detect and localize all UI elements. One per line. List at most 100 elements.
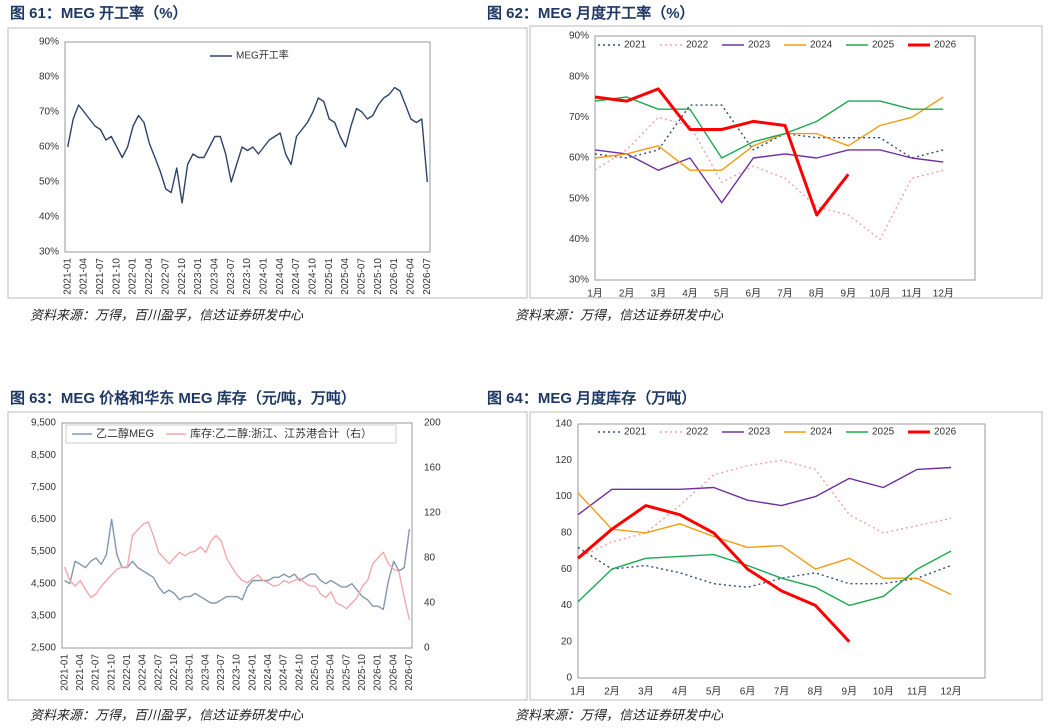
legend-label: 2021 <box>624 40 647 51</box>
x-tick-label: 2021-07 <box>95 258 106 295</box>
legend-label: 2022 <box>686 40 709 51</box>
series-line <box>577 550 952 607</box>
y-tick-label: 90% <box>569 31 589 42</box>
y-tick-label: 6,500 <box>31 514 56 525</box>
legend-label: 2026 <box>934 427 957 438</box>
panel <box>529 25 1043 299</box>
legend-label: MEG开工率 <box>236 49 289 62</box>
x-tick-label: 2025-07 <box>357 258 368 295</box>
x-tick-label: 8月 <box>809 288 825 300</box>
x-tick-label: 2022-01 <box>122 654 133 691</box>
x-tick-label: 2022-10 <box>177 258 188 295</box>
x-tick-label: 2023-10 <box>242 258 253 295</box>
x-tick-label: 2021-04 <box>75 654 86 691</box>
series-line <box>577 546 952 588</box>
y-tick-label: 80% <box>569 71 589 82</box>
series-line <box>594 87 850 217</box>
x-tick-label: 4月 <box>672 686 688 698</box>
x-tick-label: 11月 <box>901 288 921 300</box>
x-tick-label: 12月 <box>933 288 954 300</box>
chart-title: 图 64：MEG 月度库存（万吨） <box>487 389 696 407</box>
x-tick-label: 2023-01 <box>193 258 204 295</box>
x-tick-label: 2022-04 <box>144 258 155 295</box>
y-tick-label: 80% <box>39 72 59 83</box>
x-tick-label: 2月 <box>604 686 620 698</box>
y-tick-label: 4,500 <box>31 578 56 589</box>
x-tick-label: 1月 <box>570 686 586 698</box>
x-tick-label: 5月 <box>714 288 730 300</box>
y2-tick-label: 40 <box>424 598 436 609</box>
series-line <box>67 86 428 204</box>
legend-label: 2021 <box>624 427 647 438</box>
x-tick-label: 3月 <box>651 288 667 300</box>
x-tick-label: 2025-04 <box>326 654 337 691</box>
y-tick-label: 60% <box>569 153 589 164</box>
x-tick-label: 2021-10 <box>111 258 122 295</box>
legend-label: 库存:乙二醇:浙江、江苏港合计（右） <box>190 426 372 440</box>
y-tick-label: 140 <box>555 419 572 430</box>
x-tick-label: 2024-01 <box>247 654 258 691</box>
y-tick-label: 70% <box>569 112 589 123</box>
x-tick-label: 2025-10 <box>373 258 384 295</box>
y-tick-label: 0 <box>566 673 572 684</box>
x-tick-label: 2025-01 <box>310 654 321 691</box>
x-tick-label: 2026-04 <box>406 258 417 295</box>
x-tick-label: 2025-01 <box>324 258 335 295</box>
plot-area <box>61 422 413 649</box>
x-tick-label: 2022-07 <box>153 654 164 691</box>
source-note: 资料来源：万得，百川盈孚，信达证券研发中心 <box>30 707 304 722</box>
y-tick-label: 20 <box>561 636 573 647</box>
y-tick-label: 30% <box>39 247 59 258</box>
x-tick-label: 1月 <box>587 288 603 300</box>
chart-title: 图 63：MEG 价格和华东 MEG 库存（元/吨，万吨） <box>10 389 356 407</box>
x-tick-label: 7月 <box>774 686 790 698</box>
source-note: 资料来源：万得，百川盈孚，信达证券研发中心 <box>30 307 304 322</box>
x-tick-label: 2022-07 <box>160 258 171 295</box>
x-tick-label: 2026-04 <box>388 654 399 691</box>
series-line <box>594 96 944 171</box>
y-tick-label: 50% <box>569 193 589 204</box>
x-tick-label: 2025-10 <box>357 654 368 691</box>
x-tick-label: 2023-04 <box>209 258 220 295</box>
y-tick-label: 80 <box>561 527 573 538</box>
x-tick-label: 2025-07 <box>341 654 352 691</box>
x-tick-label: 11月 <box>907 686 927 698</box>
x-tick-label: 9月 <box>841 288 857 300</box>
y2-tick-label: 0 <box>424 643 430 654</box>
x-tick-label: 12月 <box>941 686 962 698</box>
x-tick-label: 2021-10 <box>106 654 117 691</box>
x-tick-label: 2021-01 <box>62 258 73 295</box>
plot-area <box>64 41 431 253</box>
x-tick-label: 10月 <box>869 288 890 300</box>
series-line <box>577 504 851 643</box>
source-note: 资料来源：万得，信达证券研发中心 <box>515 707 724 722</box>
panel <box>7 411 528 701</box>
x-tick-label: 2024-01 <box>258 258 269 295</box>
legend-label: 2025 <box>872 40 895 51</box>
x-tick-label: 2026-01 <box>373 654 384 691</box>
x-tick-label: 7月 <box>777 288 793 300</box>
x-tick-label: 2023-04 <box>200 654 211 691</box>
legend-label: 2022 <box>686 427 709 438</box>
plot-area <box>594 35 976 281</box>
x-tick-label: 2023-10 <box>232 654 243 691</box>
x-tick-label: 3月 <box>638 686 654 698</box>
x-tick-label: 2022-04 <box>138 654 149 691</box>
x-tick-label: 2021-04 <box>79 258 90 295</box>
x-tick-label: 2023-07 <box>216 654 227 691</box>
y-tick-label: 40% <box>569 234 589 245</box>
y-tick-label: 30% <box>569 275 589 286</box>
y2-tick-label: 200 <box>424 418 441 429</box>
x-tick-label: 8月 <box>808 686 824 698</box>
x-tick-label: 6月 <box>740 686 756 698</box>
y-tick-label: 60 <box>561 564 573 575</box>
x-tick-label: 2023-07 <box>226 258 237 295</box>
source-note: 资料来源：万得，信达证券研发中心 <box>515 307 724 322</box>
panel <box>7 27 528 299</box>
plot-area <box>577 423 986 679</box>
x-tick-label: 2022-01 <box>128 258 139 295</box>
series-line <box>594 96 944 159</box>
x-tick-label: 4月 <box>682 288 698 300</box>
y-tick-label: 40% <box>39 212 59 223</box>
series-line <box>577 492 952 596</box>
